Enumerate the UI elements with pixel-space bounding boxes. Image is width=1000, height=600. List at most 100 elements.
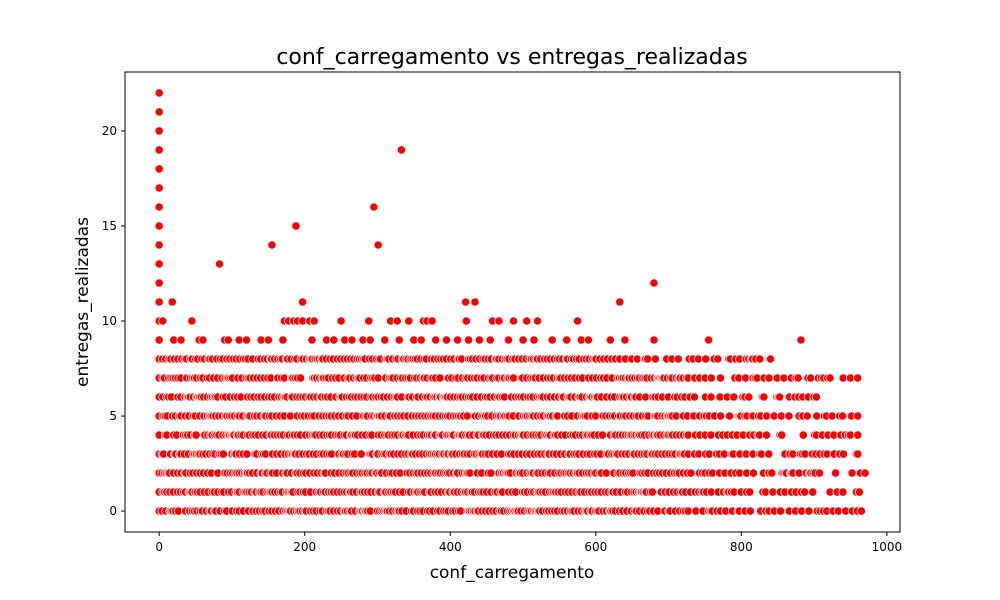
data-point [745, 487, 755, 497]
data-point [615, 297, 625, 307]
data-point [729, 392, 739, 402]
data-point [744, 392, 754, 402]
data-point [263, 335, 273, 345]
data-point [474, 335, 484, 345]
data-point [847, 468, 857, 478]
data-point [223, 335, 233, 345]
data-point [830, 468, 841, 478]
data-point [719, 449, 729, 459]
data-point [713, 354, 723, 364]
data-point [154, 297, 164, 307]
data-point [649, 278, 659, 288]
data-point [191, 430, 201, 440]
data-point [764, 373, 774, 383]
data-point [605, 335, 616, 345]
x-tick-label: 200 [293, 540, 316, 554]
data-point [706, 392, 716, 402]
y-tick-label: 10 [102, 314, 117, 328]
data-point [218, 449, 228, 459]
data-point [485, 335, 495, 345]
data-point [643, 354, 653, 364]
data-point [800, 487, 810, 497]
data-point [441, 335, 452, 345]
y-tick-label: 5 [109, 409, 117, 423]
data-point [706, 430, 716, 440]
data-point [715, 373, 726, 383]
data-point [856, 506, 867, 516]
data-point [522, 316, 532, 326]
data-point [416, 335, 426, 345]
data-point [583, 335, 594, 345]
data-point [154, 126, 164, 136]
data-point [154, 278, 164, 288]
data-point [154, 202, 164, 212]
y-axis-title: entregas_realizadas [73, 217, 93, 387]
data-point [804, 506, 814, 516]
data-point [686, 468, 696, 478]
data-point [724, 411, 735, 421]
data-point [767, 468, 777, 478]
data-point [532, 316, 543, 326]
data-point [683, 506, 693, 516]
x-tick-label: 400 [439, 540, 462, 554]
data-point [776, 411, 786, 421]
x-axis: 0 200 400 600 800 1000 [155, 532, 902, 554]
data-point [494, 316, 504, 326]
data-point [486, 468, 496, 478]
data-point [508, 316, 519, 326]
data-point [597, 430, 608, 440]
data-point [380, 335, 390, 345]
data-points [154, 88, 870, 516]
data-point [620, 335, 630, 345]
data-point [461, 316, 471, 326]
data-point [689, 392, 700, 402]
data-point [187, 316, 197, 326]
data-point [373, 240, 383, 250]
data-point [518, 335, 528, 345]
data-point [814, 468, 825, 478]
data-point [470, 297, 480, 307]
data-point [838, 449, 849, 459]
plot-area [124, 71, 901, 533]
data-point [837, 411, 848, 421]
data-point [241, 335, 252, 345]
data-point [853, 373, 863, 383]
data-point [547, 335, 557, 345]
data-point [775, 506, 786, 516]
data-point [356, 449, 366, 459]
data-point [215, 259, 225, 269]
data-point [650, 354, 661, 364]
data-point [435, 373, 445, 383]
data-point [167, 297, 177, 307]
data-point [562, 335, 572, 345]
data-point [647, 487, 658, 497]
data-point [811, 392, 822, 402]
data-point [329, 335, 339, 345]
data-point [460, 297, 471, 307]
data-point [775, 392, 785, 402]
data-point [347, 335, 357, 345]
x-tick-label: 1000 [872, 540, 903, 554]
data-point [463, 335, 474, 345]
data-point [404, 316, 414, 326]
data-point [365, 335, 375, 345]
data-point [755, 354, 765, 364]
data-point [745, 506, 755, 516]
data-point [336, 316, 346, 326]
data-point [297, 297, 308, 307]
data-point [508, 373, 519, 383]
data-point [154, 164, 164, 174]
data-point [392, 316, 402, 326]
data-point [309, 316, 319, 326]
chart-title: conf_carregamento vs entregas_realizadas [276, 45, 747, 70]
x-tick-label: 800 [730, 540, 753, 554]
data-point [503, 335, 514, 345]
data-point [808, 487, 818, 497]
data-point [154, 240, 164, 250]
data-point [673, 354, 683, 364]
data-point [154, 183, 164, 193]
data-point [154, 88, 164, 98]
data-point [706, 373, 716, 383]
data-point [701, 354, 711, 364]
